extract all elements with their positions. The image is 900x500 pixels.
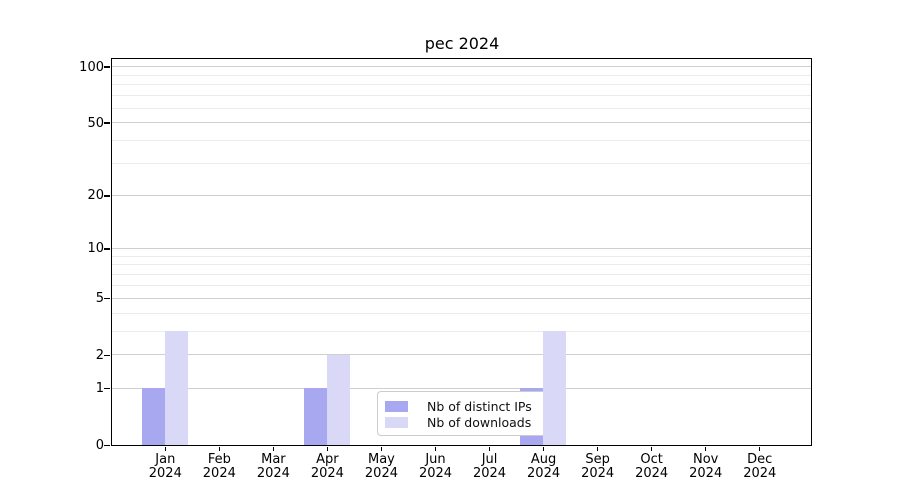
x-tick-label: Sep 2024 [581, 451, 615, 481]
y-tick-label: 1 [95, 381, 104, 397]
bar-nb-of-downloads-jan [164, 331, 188, 445]
x-axis-tick [596, 447, 599, 451]
legend-item-downloads: Nb of downloads [385, 414, 537, 430]
minor-gridline [112, 84, 811, 86]
x-axis-tick [488, 447, 491, 451]
minor-gridline [112, 163, 811, 165]
minor-gridline [112, 312, 811, 314]
x-tick-label: Feb 2024 [202, 451, 236, 481]
x-tick-label: Mar 2024 [256, 451, 290, 481]
x-tick-label: Jul 2024 [472, 451, 507, 481]
y-tick-label: 2 [95, 347, 104, 363]
major-gridline [112, 387, 811, 389]
x-axis-tick [650, 447, 653, 451]
y-tick-label: 5 [95, 291, 104, 307]
minor-gridline [112, 140, 811, 142]
y-axis-tick [104, 354, 110, 357]
minor-gridline [112, 264, 811, 266]
x-axis-tick [434, 447, 437, 451]
y-tick-label: 50 [87, 115, 104, 131]
bar-nb-of-downloads-aug [543, 331, 567, 445]
minor-gridline [112, 74, 811, 76]
minor-gridline [112, 95, 811, 97]
x-axis-tick [326, 447, 329, 451]
bar-nb-of-distinct-ips-apr [303, 388, 327, 445]
minor-gridline [112, 255, 811, 257]
y-axis-tick [104, 248, 110, 250]
major-gridline [112, 66, 811, 68]
chart-title: pec 2024 [424, 34, 500, 53]
legend-label-distinct-ips: Nb of distinct IPs [427, 398, 532, 414]
y-axis-tick [104, 122, 110, 124]
x-axis-tick [758, 447, 761, 451]
y-tick-label: 10 [87, 241, 104, 257]
x-tick-label: Jun 2024 [418, 451, 453, 481]
y-axis-tick [104, 195, 110, 197]
x-axis-tick [542, 447, 545, 451]
major-gridline [112, 122, 811, 124]
x-axis-tick [704, 447, 707, 451]
x-tick-label: Jan 2024 [148, 451, 182, 481]
plot-area [111, 58, 812, 446]
major-gridline [112, 354, 811, 356]
x-tick-label: Aug 2024 [527, 451, 561, 481]
x-axis-tick [380, 447, 383, 451]
minor-gridline [112, 285, 811, 286]
x-tick-label: Nov 2024 [689, 451, 723, 481]
bar-nb-of-downloads-apr [326, 354, 350, 445]
x-tick-label: Dec 2024 [743, 451, 777, 481]
major-gridline [112, 297, 811, 299]
legend-label-downloads: Nb of downloads [427, 414, 532, 430]
x-tick-label: Apr 2024 [310, 451, 344, 481]
y-axis-tick [104, 297, 110, 300]
minor-gridline [112, 330, 811, 332]
x-axis-tick [164, 447, 167, 451]
y-axis-tick [104, 66, 110, 68]
x-axis-tick [218, 447, 221, 451]
y-tick-label: 0 [95, 438, 104, 453]
major-gridline [112, 247, 811, 249]
y-axis-tick [104, 444, 110, 447]
y-tick-label: 20 [87, 188, 104, 204]
legend-item-distinct-ips: Nb of distinct IPs [385, 398, 537, 414]
major-gridline [112, 194, 811, 196]
bar-nb-of-distinct-ips-jan [141, 388, 165, 445]
legend: Nb of distinct IPs Nb of downloads [377, 391, 546, 436]
minor-gridline [112, 274, 811, 276]
minor-gridline [112, 107, 811, 109]
legend-swatch-distinct-ips [385, 400, 408, 412]
x-tick-label: May 2024 [364, 451, 398, 481]
x-axis-tick [272, 447, 275, 451]
y-axis-tick [104, 387, 110, 390]
y-tick-label: 100 [79, 59, 104, 75]
x-tick-label: Oct 2024 [635, 451, 669, 481]
legend-swatch-downloads [385, 416, 408, 428]
